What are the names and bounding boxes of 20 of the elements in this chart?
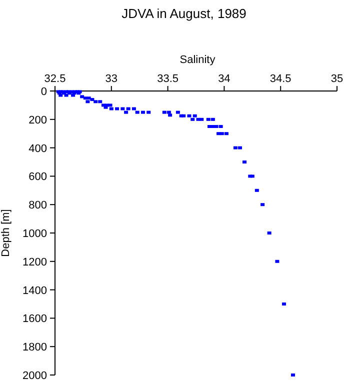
y-tick-label: 400	[28, 142, 47, 155]
y-tick-label: 800	[28, 200, 47, 212]
chart-title: JDVA in August, 1989	[122, 6, 246, 21]
x-tick-label: 32.5	[44, 73, 66, 85]
x-axis-title: Salinity	[180, 54, 216, 66]
x-tick-label: 35	[330, 73, 344, 85]
y-axis-title: Depth [m]	[0, 209, 12, 257]
y-tick-label: 0	[40, 86, 47, 98]
x-tick-label: 34.5	[270, 73, 292, 85]
y-tick-label: 2000	[22, 370, 47, 382]
y-tick-label: 1000	[22, 228, 47, 240]
y-tick-label: 1600	[22, 313, 47, 326]
x-tick-label: 34	[218, 73, 230, 85]
y-tick-label: 1800	[22, 342, 47, 354]
y-tick-label: 1200	[22, 256, 47, 268]
x-tick-label: 33.5	[157, 73, 179, 85]
y-tick-label: 600	[28, 171, 47, 184]
y-tick-label: 1400	[22, 284, 47, 297]
x-tick-label: 33	[105, 73, 118, 85]
y-tick-label: 200	[28, 114, 47, 126]
